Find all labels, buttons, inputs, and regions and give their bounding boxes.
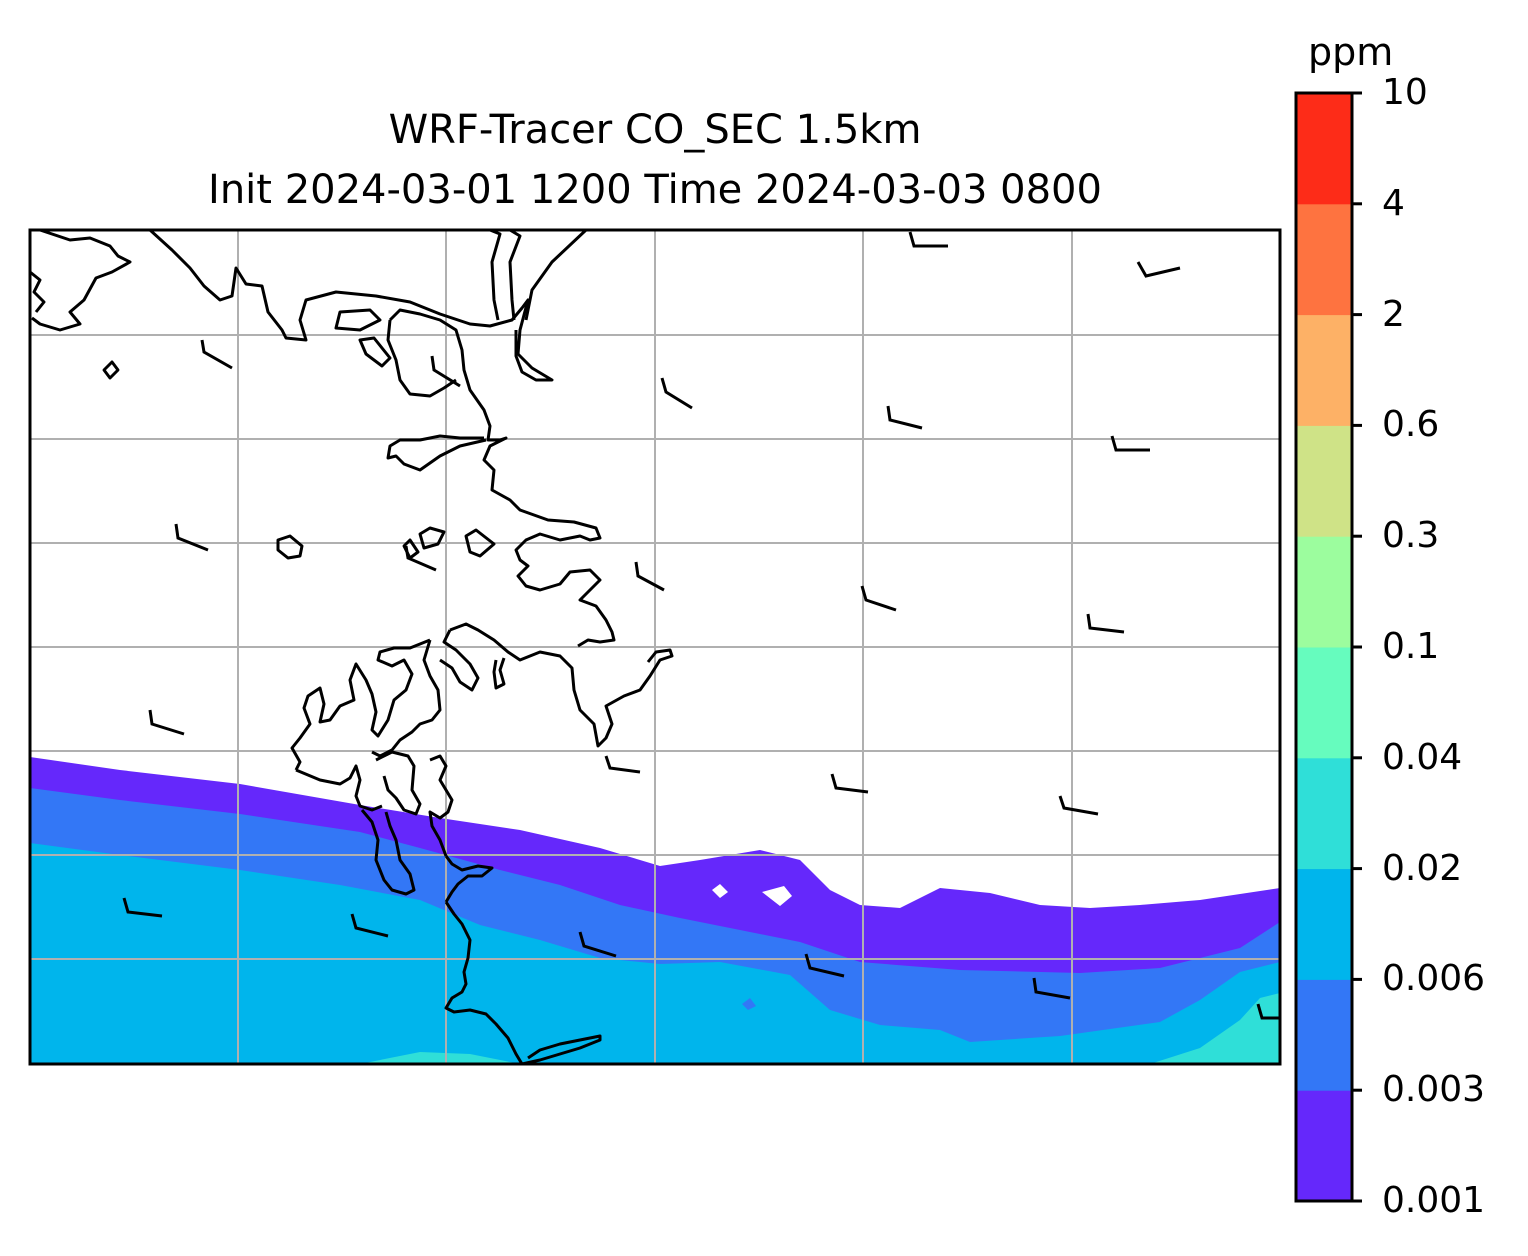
wind-barb — [1256, 1003, 1280, 1020]
wind-barb — [830, 773, 869, 794]
colorbar-segment — [1296, 425, 1352, 537]
wind-barbs — [122, 231, 1280, 1020]
wind-barb — [860, 585, 897, 612]
wind-barb — [660, 377, 693, 410]
tracer-band-0.006 — [30, 843, 1280, 1064]
colorbar-tick-label: 0.1 — [1382, 626, 1440, 667]
colorbar-segment — [1296, 868, 1352, 980]
colorbar-tick-label: 4 — [1382, 182, 1405, 224]
wind-barb — [804, 953, 845, 978]
map-frame — [28, 228, 1282, 1066]
colorbar-unit: ppm — [1308, 30, 1394, 74]
colorbar-segment — [1296, 757, 1352, 870]
colorbar-tick-label: 0.001 — [1382, 1180, 1486, 1221]
wind-barb — [578, 931, 617, 958]
colorbar-segment — [1296, 93, 1352, 205]
colorbar-tick-label: 0.006 — [1382, 958, 1486, 1000]
wind-barb — [1110, 435, 1150, 452]
gridlines — [30, 230, 1280, 1064]
colorbar-tick-label: 0.04 — [1382, 736, 1463, 778]
wind-barb — [886, 405, 923, 430]
colorbar-segment — [1296, 979, 1352, 1091]
colorbar-tick-label: 0.003 — [1382, 1069, 1486, 1111]
tracer-band-0.02 — [360, 993, 1280, 1064]
wind-barb — [174, 523, 209, 552]
wind-barb — [122, 897, 163, 918]
wind-barb — [1032, 977, 1071, 1000]
wind-barb — [1136, 261, 1181, 278]
colorbar-segment — [1296, 536, 1352, 648]
wind-barb — [148, 709, 185, 736]
colorbar-tick-label: 2 — [1382, 293, 1405, 335]
tracer-blob — [742, 998, 756, 1010]
plot-title-line1: WRF-Tracer CO_SEC 1.5km — [388, 107, 922, 153]
colorbar-segment — [1296, 647, 1352, 759]
plot-title-line2: Init 2024-03-01 1200 Time 2024-03-03 080… — [208, 167, 1102, 213]
wind-barb — [634, 561, 665, 592]
wind-barb — [1086, 613, 1125, 634]
wind-barb — [604, 755, 641, 774]
colorbar-tick-label: 0.02 — [1382, 847, 1463, 889]
wind-barb — [404, 545, 437, 572]
wind-barb — [1058, 795, 1099, 816]
colorbar-tick-label: 10 — [1382, 72, 1428, 113]
wind-barb — [350, 913, 389, 938]
colorbar-tick-label: 0.6 — [1382, 404, 1440, 446]
colorbar-segment — [1296, 1090, 1352, 1202]
wind-barb — [200, 339, 233, 370]
colorbar-tick-label: 0.3 — [1382, 515, 1440, 557]
wind-barb — [430, 355, 461, 388]
clear-hole-1 — [712, 884, 792, 906]
wind-barb — [908, 231, 948, 248]
colorbar-segment — [1296, 314, 1352, 426]
colorbar-segment — [1296, 203, 1352, 316]
